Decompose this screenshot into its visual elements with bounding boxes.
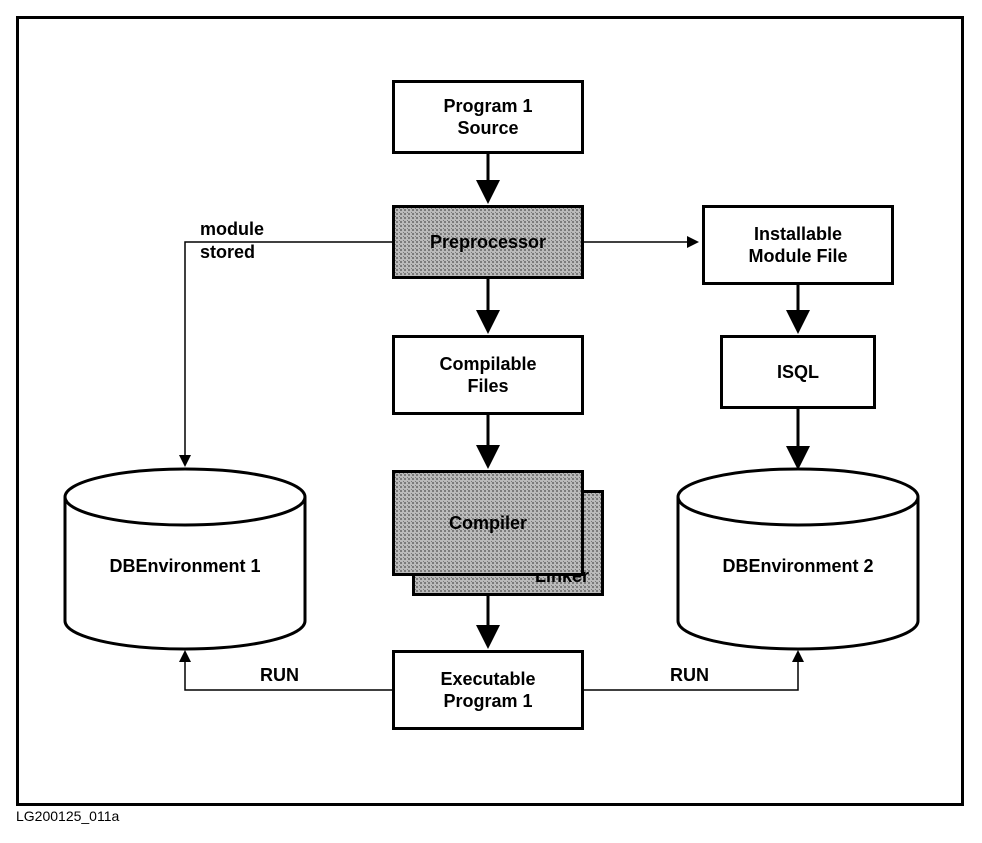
installable-module-line1: Installable (754, 223, 842, 246)
compilable-files-line1: Compilable (439, 353, 536, 376)
node-compilable-files: Compilable Files (392, 335, 584, 415)
node-compiler: Compiler (392, 470, 584, 576)
node-program-source: Program 1 Source (392, 80, 584, 154)
node-preprocessor: Preprocessor (392, 205, 584, 279)
executable-line1: Executable (440, 668, 535, 691)
program-source-line1: Program 1 (443, 95, 532, 118)
edge-label-run-left: RUN (260, 664, 320, 687)
compiler-label: Compiler (449, 512, 527, 535)
installable-module-line2: Module File (749, 245, 848, 268)
diagram-canvas: DBEnvironment 1 DBEnvironment 2 (0, 0, 982, 843)
executable-line2: Program 1 (443, 690, 532, 713)
compilable-files-line2: Files (467, 375, 508, 398)
figure-caption: LG200125_011a (16, 808, 119, 824)
program-source-line2: Source (457, 117, 518, 140)
node-isql: ISQL (720, 335, 876, 409)
module-stored-line2: stored (200, 242, 255, 262)
node-executable: Executable Program 1 (392, 650, 584, 730)
dbenv1-label: DBEnvironment 1 (90, 555, 280, 578)
isql-label: ISQL (777, 361, 819, 384)
preprocessor-label: Preprocessor (430, 231, 546, 254)
edge-label-run-right: RUN (670, 664, 730, 687)
dbenv2-label: DBEnvironment 2 (703, 555, 893, 578)
node-installable-module: Installable Module File (702, 205, 894, 285)
module-stored-line1: module (200, 219, 264, 239)
edge-label-module-stored: module stored (200, 218, 330, 263)
